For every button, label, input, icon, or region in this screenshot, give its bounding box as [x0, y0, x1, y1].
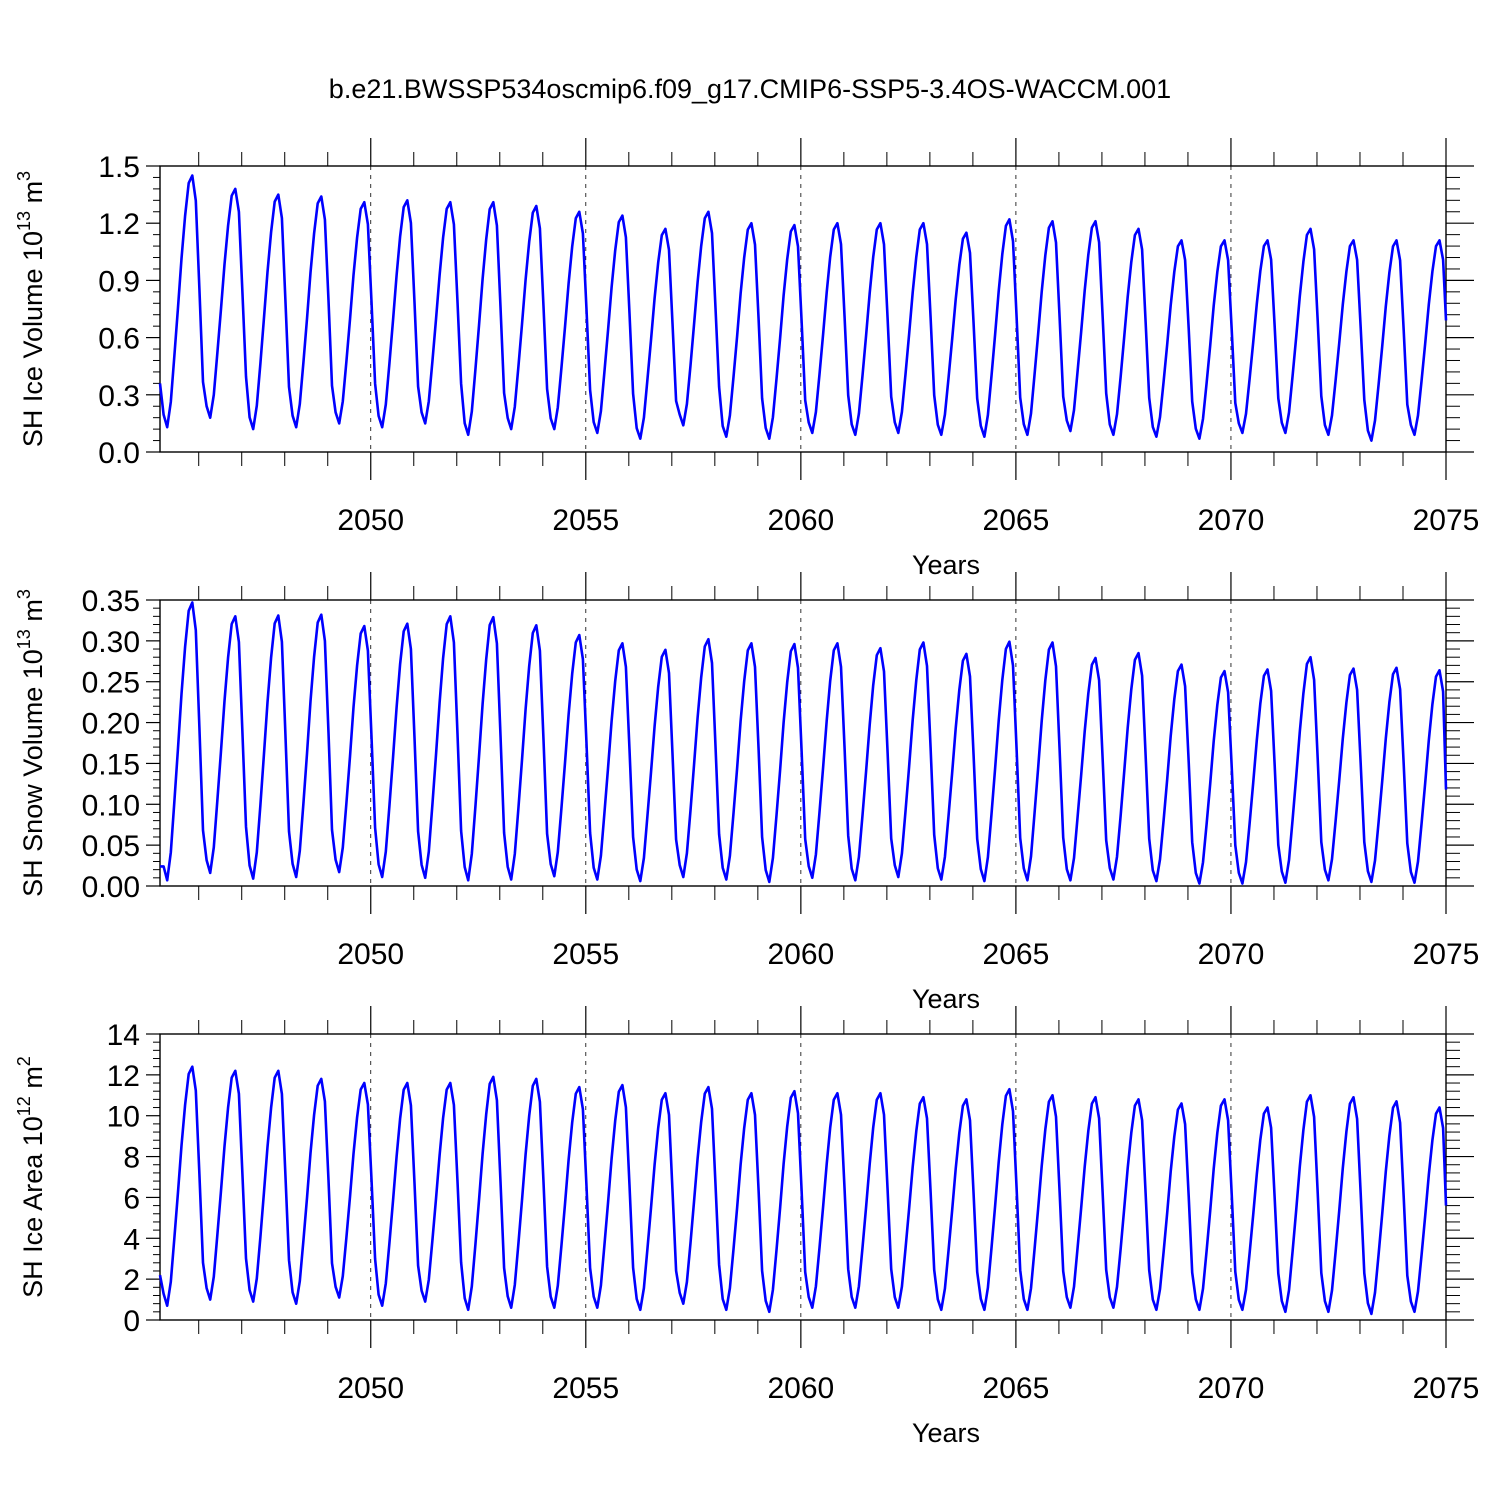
y-tick-label: 0 — [123, 1305, 140, 1338]
x-tick-label: 2055 — [552, 938, 619, 971]
x-tick-label: 2050 — [337, 938, 404, 971]
x-axis-label: Years — [912, 984, 980, 1014]
y-tick-label: 0.30 — [82, 626, 140, 659]
y-tick-label: 8 — [123, 1142, 140, 1175]
y-tick-label: 0.25 — [82, 667, 140, 700]
x-tick-label: 2060 — [767, 938, 834, 971]
y-axis-label: SH Ice Volume 1013 m3 — [14, 171, 48, 447]
y-tick-label: 0.6 — [98, 323, 140, 356]
y-tick-label: 14 — [107, 1019, 140, 1052]
y-axis-label: SH Snow Volume 1013 m3 — [14, 589, 48, 897]
x-tick-label: 2050 — [337, 1372, 404, 1405]
x-tick-label: 2065 — [983, 504, 1050, 537]
x-tick-label: 2075 — [1413, 1372, 1480, 1405]
y-tick-label: 0.05 — [82, 830, 140, 863]
y-tick-label: 0.3 — [98, 380, 140, 413]
y-tick-label: 6 — [123, 1182, 140, 1215]
plot-frame — [159, 599, 1447, 887]
y-tick-label: 0.35 — [82, 585, 140, 618]
x-tick-label: 2050 — [337, 504, 404, 537]
x-tick-label: 2060 — [767, 504, 834, 537]
series-line — [158, 1065, 1448, 1316]
series-line — [158, 174, 1448, 442]
x-axis-label: Years — [912, 1418, 980, 1448]
chart-title: b.e21.BWSSP534oscmip6.f09_g17.CMIP6-SSP5… — [328, 74, 1172, 104]
panel-2: 0.00 0.05 0.10 0.15 0.20 0.25 0.30 0.35 2050 2055… — [14, 572, 1479, 1014]
x-tick-label: 2075 — [1413, 504, 1480, 537]
y-axis-label: SH Ice Area 1012 m2 — [14, 1056, 48, 1298]
x-axis-label: Years — [912, 550, 980, 580]
series-line — [160, 601, 1448, 885]
x-tick-label: 2065 — [983, 938, 1050, 971]
plot-frame — [159, 165, 1447, 453]
x-tick-label: 2060 — [767, 1372, 834, 1405]
y-tick-label: 0.00 — [82, 871, 140, 904]
y-tick-label: 1.2 — [98, 208, 140, 241]
x-tick-label: 2075 — [1413, 938, 1480, 971]
y-tick-label: 0.9 — [98, 265, 140, 298]
x-tick-label: 2070 — [1198, 504, 1265, 537]
x-tick-label: 2055 — [552, 504, 619, 537]
y-tick-label: 0.15 — [82, 748, 140, 781]
y-tick-label: 4 — [123, 1223, 140, 1256]
panel-1: 0.0 0.3 0.6 0.9 1.2 1.5 2050 2055 2060 2065 2070 20… — [14, 138, 1479, 580]
y-tick-label: 0.10 — [82, 789, 140, 822]
x-tick-label: 2065 — [983, 1372, 1050, 1405]
y-tick-label: 10 — [107, 1101, 140, 1134]
x-tick-label: 2070 — [1198, 938, 1265, 971]
x-tick-label: 2055 — [552, 1372, 619, 1405]
panel-3: 0 2 4 6 8 10 12 14 2050 2055 2060 2065 2070 2075 Years… — [14, 1006, 1479, 1448]
y-tick-label: 0.20 — [82, 708, 140, 741]
x-tick-label: 2070 — [1198, 1372, 1265, 1405]
y-tick-label: 1.5 — [98, 151, 140, 184]
y-tick-label: 12 — [107, 1060, 140, 1093]
y-tick-label: 0.0 — [98, 437, 140, 470]
y-tick-label: 2 — [123, 1264, 140, 1297]
